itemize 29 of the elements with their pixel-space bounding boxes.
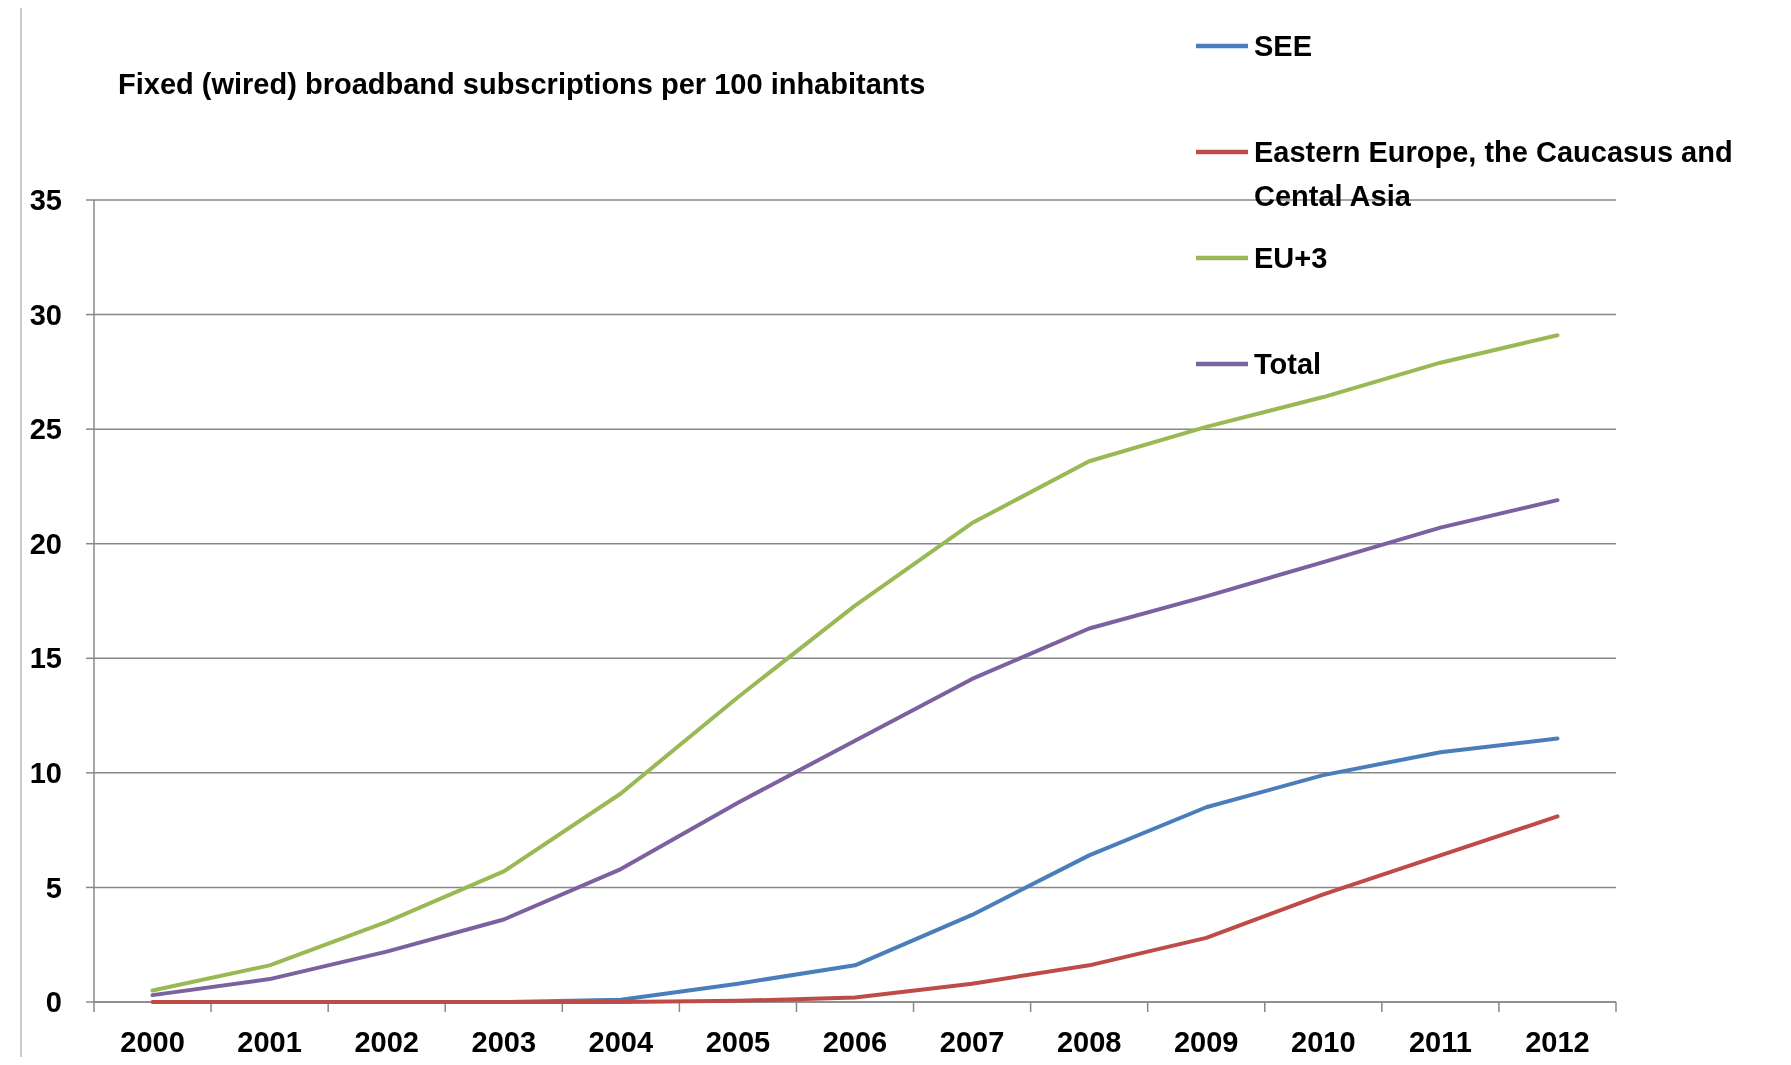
x-tick-label: 2008 [1056,1026,1122,1058]
y-tick-label: 10 [29,757,62,790]
y-tick-label: 30 [29,298,62,331]
x-tick-label: 2003 [471,1026,537,1058]
legend-label: EU+3 [1254,242,1328,274]
x-tick-label: 2007 [939,1026,1005,1058]
x-tick-label: 2012 [1525,1026,1590,1058]
x-tick-label: 2002 [354,1026,419,1058]
y-tick-label: 20 [29,527,62,560]
legend-label: Total [1254,348,1322,380]
x-tick-label: 2010 [1291,1026,1356,1058]
y-tick-label: 25 [29,413,62,446]
x-tick-label: 2011 [1408,1026,1472,1058]
x-tick-label: 2005 [705,1026,771,1058]
x-tick-label: 2001 [237,1026,302,1058]
y-tick-label: 0 [45,986,62,1019]
line-series [150,333,1560,993]
x-tick-label: 2006 [822,1026,888,1058]
y-tick-label: 15 [29,642,62,675]
y-tick-label: 5 [45,871,62,904]
legend-label: Eastern Europe, the Caucasus and Cental Asia [1254,136,1733,212]
chart-title: Fixed (wired) broadband subscriptions per 100 inhabitants [118,68,926,100]
line-series [150,814,1560,1004]
legend-label: SEE [1254,30,1313,62]
y-tick-label: 35 [29,184,62,217]
x-tick-label: 2004 [588,1026,654,1058]
x-tick-label: 2000 [120,1026,185,1058]
x-tick-label: 2009 [1173,1026,1239,1058]
line-series [150,498,1560,998]
